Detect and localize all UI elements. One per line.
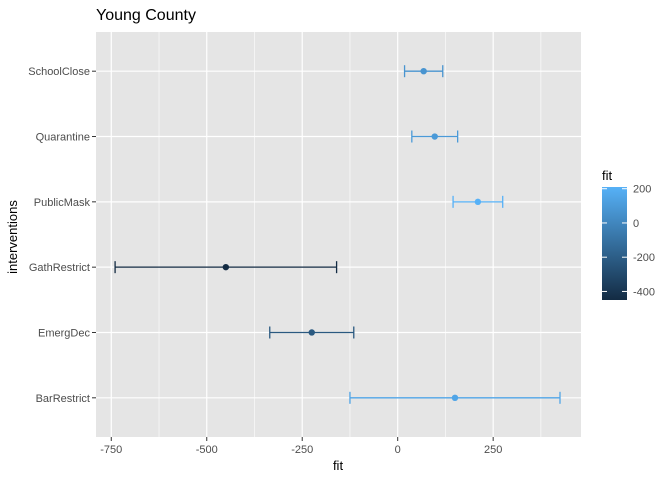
fit-point bbox=[474, 198, 482, 206]
legend-tick-label: -200 bbox=[633, 252, 655, 264]
legend-ticks: 200 0 -200 -400 bbox=[602, 184, 655, 298]
axes: -750 -500 -250 0 250 BarRestrict EmergDec GathR… bbox=[28, 66, 502, 456]
errorbar-publicmask bbox=[452, 195, 504, 208]
x-tick-label: -250 bbox=[291, 444, 313, 456]
y-tick-label: PublicMask bbox=[34, 197, 91, 209]
legend-tick-label: -400 bbox=[633, 286, 655, 298]
chart-title: Young County bbox=[96, 7, 196, 24]
x-tick-label: 0 bbox=[395, 444, 401, 456]
y-tick-label: EmergDec bbox=[38, 327, 90, 339]
plot-panel bbox=[96, 32, 581, 437]
errorbar-emergdec bbox=[269, 326, 355, 339]
x-tick-label: 250 bbox=[484, 444, 502, 456]
legend-tick-label: 200 bbox=[633, 184, 651, 196]
legend-tick-label: 0 bbox=[633, 218, 639, 230]
color-legend: fit 200 0 -200 -400 bbox=[602, 168, 655, 300]
fit-point bbox=[420, 67, 427, 75]
y-tick-label: BarRestrict bbox=[36, 393, 90, 405]
x-tick-label: -750 bbox=[100, 444, 122, 456]
y-axis-title: interventions bbox=[5, 200, 20, 274]
errorbar-quarantine bbox=[411, 130, 459, 143]
fit-point bbox=[431, 133, 438, 140]
legend-colorbar bbox=[602, 187, 627, 300]
x-axis-title: fit bbox=[333, 458, 344, 473]
y-tick-label: SchoolClose bbox=[28, 66, 90, 78]
y-tick-label: GathRestrict bbox=[29, 262, 90, 274]
errorbar-barrestrict bbox=[349, 391, 561, 404]
fit-point bbox=[451, 394, 459, 402]
legend-title: fit bbox=[602, 168, 613, 183]
fit-point bbox=[308, 329, 315, 336]
x-tick-label: -500 bbox=[196, 444, 218, 456]
data-marks bbox=[114, 65, 561, 404]
errorbar-schoolclose bbox=[403, 65, 444, 78]
fit-point bbox=[222, 263, 230, 271]
y-tick-label: Quarantine bbox=[36, 132, 90, 144]
errorbar-gathrestrict bbox=[114, 261, 338, 274]
